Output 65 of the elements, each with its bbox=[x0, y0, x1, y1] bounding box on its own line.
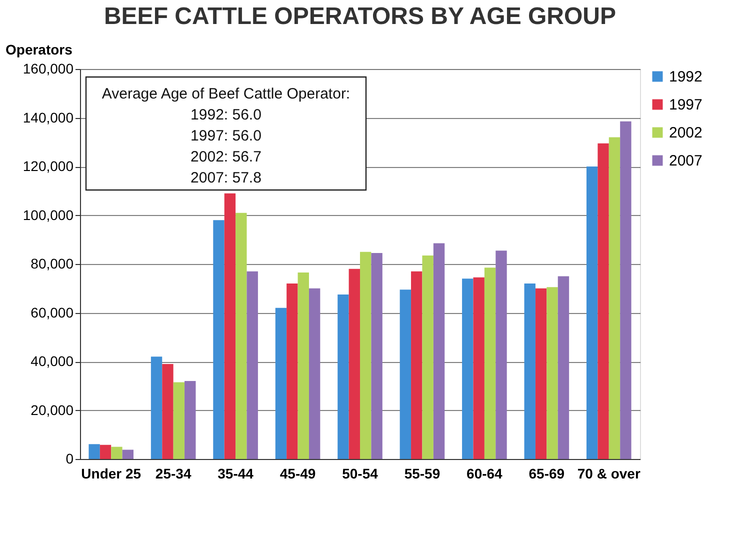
bar bbox=[433, 243, 445, 459]
y-tick-label: 60,000 bbox=[30, 304, 74, 320]
bar bbox=[371, 253, 382, 459]
bar bbox=[308, 288, 320, 459]
bar bbox=[111, 446, 122, 459]
annotation: 2007: 57.8 bbox=[190, 170, 262, 186]
y-tick-label: 40,000 bbox=[30, 353, 74, 369]
x-tick-label: 55-59 bbox=[404, 466, 440, 482]
bar bbox=[184, 381, 196, 459]
bar bbox=[598, 143, 609, 459]
bar bbox=[338, 294, 349, 459]
bar bbox=[298, 272, 309, 459]
y-tick-label: 100,000 bbox=[22, 206, 74, 223]
annotation: 1992: 56.0 bbox=[190, 106, 262, 124]
legend-label: 2007 bbox=[669, 152, 702, 170]
bar bbox=[162, 364, 174, 459]
x-tick-label: 70 & over bbox=[577, 466, 641, 482]
bar bbox=[586, 166, 598, 459]
bar bbox=[462, 278, 474, 459]
bar bbox=[484, 268, 496, 459]
bar bbox=[411, 271, 422, 459]
annotation: 1997: 56.0 bbox=[190, 128, 262, 144]
bar bbox=[213, 220, 224, 459]
bar bbox=[524, 284, 536, 459]
bar bbox=[173, 382, 185, 459]
bar bbox=[246, 271, 258, 459]
bar bbox=[348, 268, 360, 459]
y-tick-label: 160,000 bbox=[22, 60, 74, 76]
bar bbox=[400, 290, 412, 459]
bar bbox=[608, 137, 620, 459]
bar bbox=[236, 212, 247, 459]
y-tick-label: 0 bbox=[66, 450, 74, 466]
y-tick-label: 20,000 bbox=[30, 402, 74, 418]
bar bbox=[496, 250, 507, 459]
x-tick-label: 25-34 bbox=[155, 466, 192, 482]
bar bbox=[535, 288, 547, 459]
bar bbox=[122, 450, 134, 459]
bar bbox=[473, 277, 484, 459]
y-tick-label: 120,000 bbox=[22, 158, 74, 174]
bar bbox=[546, 287, 558, 459]
x-tick-label: 60-64 bbox=[466, 466, 503, 482]
bar bbox=[360, 252, 372, 459]
bar bbox=[150, 356, 162, 459]
bar bbox=[620, 121, 632, 459]
annotation: Average Age of Beef Cattle Operator: bbox=[102, 86, 350, 102]
annotation: 2002: 56.7 bbox=[190, 148, 262, 166]
y-tick-label: 140,000 bbox=[22, 109, 74, 126]
legend-label: 1997 bbox=[669, 96, 702, 114]
legend-label: 1992 bbox=[669, 68, 702, 86]
y-axis-title: Operators bbox=[6, 42, 73, 58]
x-tick-label: 45-49 bbox=[280, 466, 316, 482]
bar bbox=[224, 193, 236, 459]
bar bbox=[286, 284, 298, 459]
bar bbox=[558, 276, 570, 459]
x-tick-label: 35-44 bbox=[218, 466, 254, 482]
x-tick-label: 65-69 bbox=[528, 466, 565, 482]
y-tick-label: 80,000 bbox=[30, 256, 74, 272]
legend-label: 2002 bbox=[669, 124, 702, 142]
bar bbox=[275, 308, 287, 459]
bar bbox=[100, 444, 112, 459]
x-tick-label: Under 25 bbox=[81, 466, 142, 482]
bar bbox=[422, 255, 434, 459]
x-tick-label: 50-54 bbox=[342, 466, 378, 482]
chart-title: BEEF CATTLE OPERATORS BY AGE GROUP bbox=[104, 3, 616, 30]
bar bbox=[88, 444, 100, 459]
